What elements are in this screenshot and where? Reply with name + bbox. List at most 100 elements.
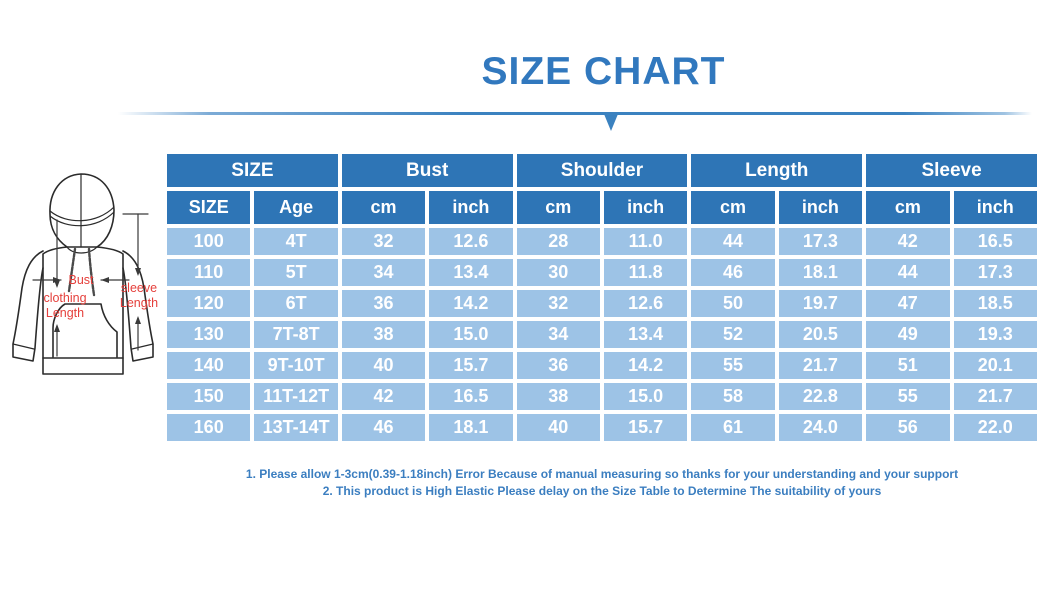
table-cell: 140 bbox=[167, 352, 251, 379]
table-cell: 4T bbox=[254, 228, 338, 255]
table-cell: 40 bbox=[516, 414, 600, 441]
table-cell: 58 bbox=[691, 383, 775, 410]
table-cell: 160 bbox=[167, 414, 251, 441]
column-header: inch bbox=[953, 191, 1037, 224]
table-cell: 47 bbox=[866, 290, 950, 317]
table-cell: 56 bbox=[866, 414, 950, 441]
table-row: 150 11T-12T 42 16.5 38 15.0 58 22.8 55 21.7 bbox=[167, 383, 1037, 410]
table-cell: 18.1 bbox=[429, 414, 513, 441]
table-cell: 34 bbox=[341, 259, 426, 286]
column-group-header: SIZE bbox=[167, 154, 338, 187]
table-cell: 50 bbox=[691, 290, 775, 317]
table-cell: 32 bbox=[341, 228, 426, 255]
table-cell: 61 bbox=[691, 414, 775, 441]
table-cell: 7T-8T bbox=[254, 321, 338, 348]
column-header: inch bbox=[429, 191, 513, 224]
column-group-header: Bust bbox=[341, 154, 513, 187]
table-cell: 30 bbox=[516, 259, 600, 286]
table-cell: 49 bbox=[866, 321, 950, 348]
sleeve-length-label-2: Length bbox=[120, 296, 158, 310]
table-cell: 15.0 bbox=[429, 321, 513, 348]
title-divider-line bbox=[118, 112, 1032, 115]
note-line-2: 2. This product is High Elastic Please d… bbox=[322, 484, 882, 498]
column-header: cm bbox=[691, 191, 775, 224]
table-cell: 110 bbox=[167, 259, 251, 286]
footer-notes: 1. Please allow 1-3cm(0.39-1.18inch) Err… bbox=[163, 466, 1041, 500]
table-cell: 20.1 bbox=[953, 352, 1037, 379]
table-cell: 52 bbox=[691, 321, 775, 348]
table-cell: 14.2 bbox=[603, 352, 688, 379]
table-cell: 20.5 bbox=[778, 321, 863, 348]
table-row: 120 6T 36 14.2 32 12.6 50 19.7 47 18.5 bbox=[167, 290, 1037, 317]
clothing-length-label: clothing bbox=[43, 291, 86, 305]
table-row: 110 5T 34 13.4 30 11.8 46 18.1 44 17.3 bbox=[167, 259, 1037, 286]
size-table-body: 100 4T 32 12.6 28 11.0 44 17.3 42 16.5 110 5T 34 13.4… bbox=[167, 228, 1037, 441]
table-cell: 18.1 bbox=[778, 259, 863, 286]
table-cell: 36 bbox=[516, 352, 600, 379]
table-cell: 13T-14T bbox=[254, 414, 338, 441]
table-cell: 34 bbox=[516, 321, 600, 348]
table-cell: 21.7 bbox=[778, 352, 863, 379]
table-cell: 15.7 bbox=[603, 414, 688, 441]
column-header: inch bbox=[778, 191, 863, 224]
table-cell: 13.4 bbox=[603, 321, 688, 348]
table-cell: 42 bbox=[341, 383, 426, 410]
table-cell: 12.6 bbox=[429, 228, 513, 255]
table-cell: 51 bbox=[866, 352, 950, 379]
table-cell: 6T bbox=[254, 290, 338, 317]
table-cell: 17.3 bbox=[953, 259, 1037, 286]
column-header: inch bbox=[603, 191, 688, 224]
table-cell: 46 bbox=[341, 414, 426, 441]
column-header: cm bbox=[866, 191, 950, 224]
column-group-header: Length bbox=[691, 154, 863, 187]
table-cell: 130 bbox=[167, 321, 251, 348]
table-cell: 44 bbox=[866, 259, 950, 286]
sleeve-length-label: sleeve bbox=[121, 281, 157, 295]
clothing-length-label-2: Length bbox=[46, 306, 84, 320]
column-group-header: Sleeve bbox=[866, 154, 1037, 187]
table-cell: 11.8 bbox=[603, 259, 688, 286]
table-group-header-row: SIZE Bust Shoulder Length Sleeve bbox=[167, 154, 1037, 187]
table-cell: 28 bbox=[516, 228, 600, 255]
table-cell: 42 bbox=[866, 228, 950, 255]
size-table: SIZE Bust Shoulder Length Sleeve SIZE Age cm inc… bbox=[163, 150, 1041, 445]
table-cell: 100 bbox=[167, 228, 251, 255]
table-cell: 38 bbox=[341, 321, 426, 348]
table-cell: 46 bbox=[691, 259, 775, 286]
table-cell: 24.0 bbox=[778, 414, 863, 441]
column-header: cm bbox=[516, 191, 600, 224]
table-cell: 36 bbox=[341, 290, 426, 317]
table-cell: 14.2 bbox=[429, 290, 513, 317]
column-header: SIZE bbox=[167, 191, 251, 224]
column-header: cm bbox=[341, 191, 426, 224]
size-table-wrap: SIZE Bust Shoulder Length Sleeve SIZE Age cm inc… bbox=[163, 150, 1041, 445]
table-cell: 15.0 bbox=[603, 383, 688, 410]
table-cell: 19.7 bbox=[778, 290, 863, 317]
table-cell: 18.5 bbox=[953, 290, 1037, 317]
table-cell: 16.5 bbox=[953, 228, 1037, 255]
table-cell: 55 bbox=[691, 352, 775, 379]
note-line-1: 1. Please allow 1-3cm(0.39-1.18inch) Err… bbox=[245, 467, 959, 481]
down-arrow-icon bbox=[604, 114, 618, 131]
bust-label: Bust bbox=[68, 273, 94, 287]
column-header: Age bbox=[254, 191, 338, 224]
table-row: 160 13T-14T 46 18.1 40 15.7 61 24.0 56 22.0 bbox=[167, 414, 1037, 441]
hoodie-measurement-diagram: Bust clothing Length sleeve Length bbox=[12, 173, 158, 375]
page-title: SIZE CHART bbox=[481, 50, 726, 93]
table-cell: 16.5 bbox=[429, 383, 513, 410]
table-cell: 11T-12T bbox=[254, 383, 338, 410]
table-row: 140 9T-10T 40 15.7 36 14.2 55 21.7 51 20.1 bbox=[167, 352, 1037, 379]
table-cell: 22.8 bbox=[778, 383, 863, 410]
table-cell: 17.3 bbox=[778, 228, 863, 255]
column-group-header: Shoulder bbox=[516, 154, 688, 187]
table-cell: 19.3 bbox=[953, 321, 1037, 348]
table-cell: 44 bbox=[691, 228, 775, 255]
table-cell: 21.7 bbox=[953, 383, 1037, 410]
table-cell: 32 bbox=[516, 290, 600, 317]
table-row: 100 4T 32 12.6 28 11.0 44 17.3 42 16.5 bbox=[167, 228, 1037, 255]
clothing-length-measure-arrow bbox=[54, 219, 60, 357]
table-cell: 40 bbox=[341, 352, 426, 379]
table-cell: 13.4 bbox=[429, 259, 513, 286]
table-cell: 22.0 bbox=[953, 414, 1037, 441]
